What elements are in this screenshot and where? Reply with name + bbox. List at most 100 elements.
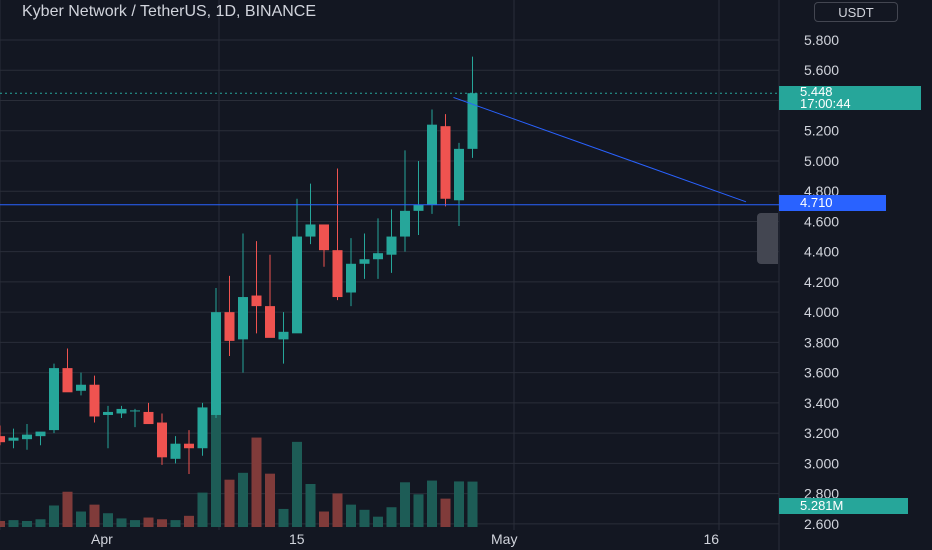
candle-body [211,312,221,415]
candle-body [332,250,343,298]
candle-body [184,443,194,449]
candle-body [35,431,46,437]
volume-bar [76,511,86,527]
time-axis: Apr 15 May 16 [91,531,719,547]
candle-body [467,93,478,149]
candle-body [49,368,59,431]
candle-body [278,331,289,340]
volume-bar [238,472,248,527]
candle-body [89,384,100,417]
candle-body [373,253,383,260]
price-tick-label: 4.400 [804,244,839,260]
candle-body [197,407,208,449]
candle-body [319,224,329,251]
volume-bar [292,441,302,527]
volume-bar [211,412,221,527]
volume-bar [413,494,424,527]
price-tick-label: 4.600 [804,213,839,229]
candle-body [0,436,5,443]
candles [0,56,478,474]
candle-body [359,259,370,264]
volume-bar [467,481,478,527]
price-tick-label: 3.000 [804,455,839,471]
candle-body [76,384,86,391]
price-tick-label: 2.600 [804,516,839,532]
horizontal-line-price-label: 4.710 [779,195,886,211]
time-tick-label: 16 [704,531,720,547]
last-price-value: 5.448 [800,84,833,99]
scale-drag-handle[interactable] [757,213,778,264]
last-price-label: 5.448 17:00:44 [779,84,921,111]
candle-body [238,297,248,340]
bar-countdown: 17:00:44 [800,96,851,111]
price-tick-label: 4.200 [804,274,839,290]
candle-body [305,224,316,237]
candle-body [265,306,275,338]
volume-bar [157,519,167,527]
volume-bar [454,481,464,527]
volume-bar [22,520,32,527]
drawn-lines [0,92,779,206]
volume-bar [8,520,19,527]
price-tick-label: 5.600 [804,62,839,78]
volume-bar [359,509,370,527]
price-tick-label: 4.000 [804,304,839,320]
candle-body [454,148,464,201]
candle-body [440,126,451,199]
candle-body [251,295,262,307]
volume-bar [116,518,127,527]
price-tick-label: 3.800 [804,334,839,350]
candle-body [346,263,356,293]
volume-bars [0,412,478,527]
time-tick-label: 15 [289,531,305,547]
candle-body [22,434,32,440]
volume-bar [62,491,73,527]
time-tick-label: May [491,531,517,547]
candle-body [386,236,397,255]
volume-bar [265,473,275,527]
price-tick-label: 3.200 [804,425,839,441]
volume-bar [332,493,343,527]
candle-body [8,437,19,441]
candle-body [427,124,437,205]
candle-body [224,312,235,341]
volume-bar [184,515,194,527]
candle-body [143,411,154,425]
candle-body [116,408,127,414]
candle-body [130,410,140,412]
price-tick-label: 3.600 [804,365,839,381]
candle-body [62,368,73,393]
volume-bar [0,520,5,527]
volume-bar [278,508,289,527]
currency-button[interactable]: USDT [814,2,898,22]
volume-bar [386,507,397,527]
candle-body [292,236,302,334]
candle-body [170,443,181,459]
volume-bar [319,511,329,527]
price-tick-label: 5.200 [804,123,839,139]
volume-bar [130,520,140,527]
volume-bar [346,504,356,527]
price-tick-label: 3.400 [804,395,839,411]
volume-bar [35,519,46,527]
volume-bar [251,437,262,527]
candle-body [413,204,424,211]
candle-body [103,411,113,415]
volume-bar [427,480,437,527]
volume-bar [305,484,316,527]
volume-bar [224,479,235,527]
candle-body [157,422,167,458]
volume-bar [143,517,154,527]
volume-bar [373,516,383,527]
volume-bar [197,492,208,527]
volume-bar [170,520,181,527]
trend-line [453,96,747,203]
price-tick-label: 5.800 [804,32,839,48]
volume-value-label: 5.281M [779,498,908,514]
volume-bar [89,504,100,527]
volume-bar [400,482,410,527]
price-tick-label: 5.000 [804,153,839,169]
chart-grid [0,0,780,550]
chart-title: Kyber Network / TetherUS, 1D, BINANCE [22,3,317,20]
